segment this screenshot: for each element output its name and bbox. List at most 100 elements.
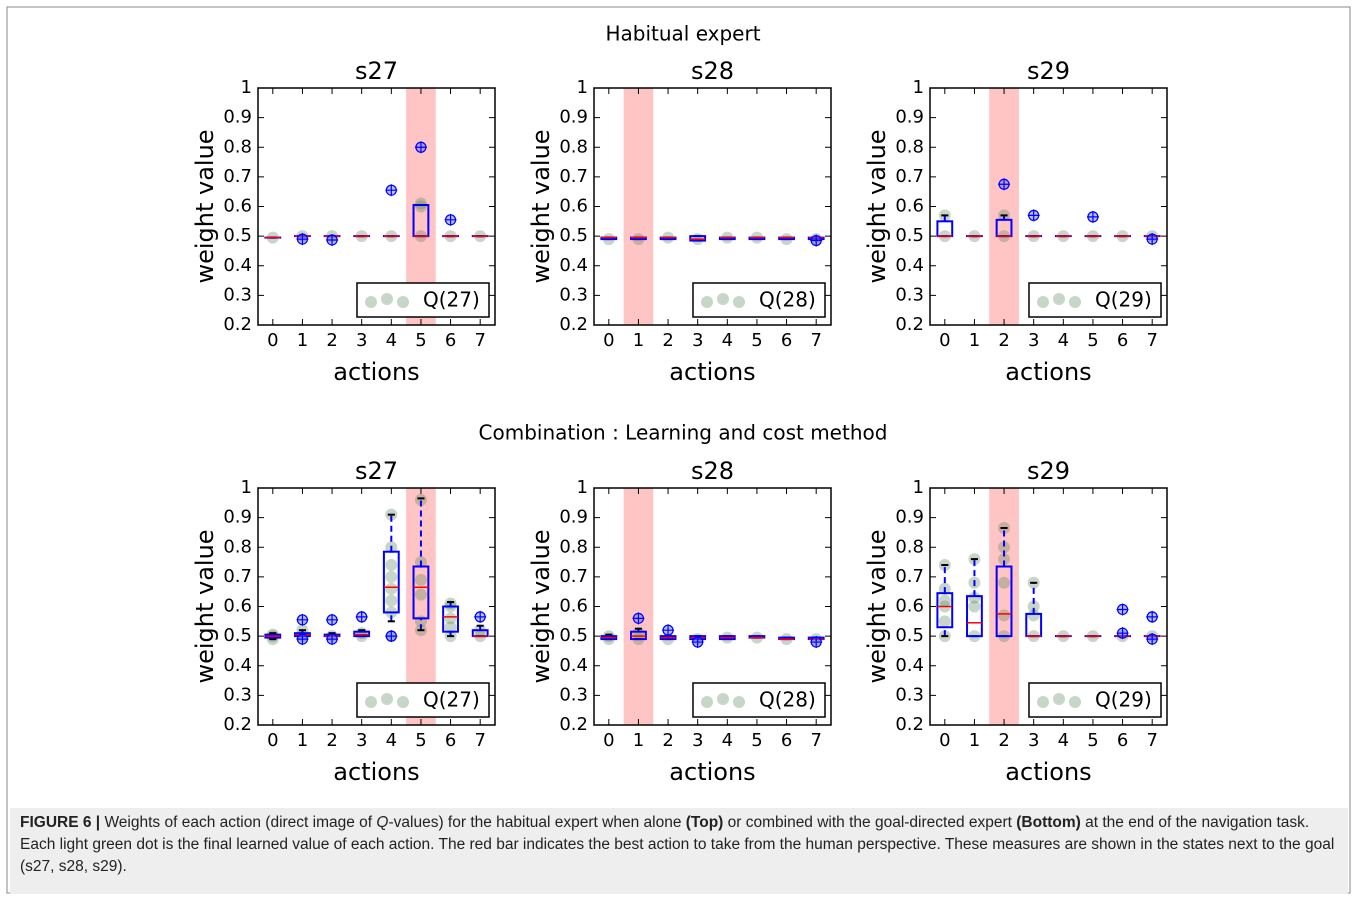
x-tick-label: 3 (692, 730, 703, 751)
y-tick-label: 0.6 (895, 196, 924, 217)
caption-text: FIGURE 6 | (20, 814, 101, 831)
x-tick-label: 0 (267, 330, 278, 351)
legend-box (1028, 682, 1162, 718)
data-point (968, 600, 981, 613)
data-point (1027, 600, 1040, 613)
y-tick-label: 0.7 (559, 166, 588, 187)
row-title: Habitual expert (605, 22, 760, 46)
y-tick-label: 0.3 (223, 284, 252, 305)
flier (326, 233, 339, 246)
flier (355, 610, 368, 623)
y-tick-label: 1 (913, 77, 924, 98)
y-tick-label: 0.2 (895, 714, 924, 735)
x-tick-label: 3 (356, 330, 367, 351)
data-point (385, 582, 398, 595)
y-axis-label: weight value (863, 129, 891, 283)
y-tick-label: 0.3 (895, 284, 924, 305)
y-tick-label: 0.4 (223, 255, 252, 276)
data-point (998, 541, 1011, 554)
y-tick-label: 0.8 (559, 536, 588, 557)
y-tick-label: 0.4 (559, 655, 588, 676)
x-tick-label: 4 (722, 330, 733, 351)
x-tick-label: 1 (969, 330, 980, 351)
legend-label: Q(28) (759, 288, 816, 312)
y-tick-label: 0.3 (223, 684, 252, 705)
data-point (385, 559, 398, 572)
chart-title: s27 (355, 57, 398, 85)
x-tick-label: 6 (445, 330, 456, 351)
y-tick-label: 0.5 (559, 225, 588, 246)
x-tick-label: 4 (386, 730, 397, 751)
data-point (385, 570, 398, 583)
flier (326, 633, 339, 646)
x-axis-label: actions (333, 358, 419, 386)
y-tick-label: 0.2 (559, 314, 588, 335)
x-tick-label: 6 (1117, 330, 1128, 351)
y-axis-label: weight value (527, 129, 555, 283)
data-point (1027, 609, 1040, 622)
box (382, 550, 400, 614)
legend-box (356, 282, 490, 318)
x-tick-label: 6 (1117, 730, 1128, 751)
x-tick-label: 2 (998, 730, 1009, 751)
x-tick-label: 5 (1087, 730, 1098, 751)
caption-text: (Bottom) (1016, 814, 1081, 831)
x-tick-label: 5 (751, 730, 762, 751)
flier (474, 610, 487, 623)
data-point (444, 621, 457, 634)
data-point (414, 493, 427, 506)
chart-title: s28 (691, 57, 734, 85)
y-tick-label: 0.5 (223, 225, 252, 246)
legend-marker (1053, 693, 1065, 705)
legend-marker (733, 296, 745, 308)
y-tick-label: 0.6 (559, 196, 588, 217)
caption-text: -values) for the habitual expert when al… (388, 814, 686, 831)
axes-frame (257, 87, 496, 326)
x-tick-label: 7 (810, 330, 821, 351)
data-point (414, 588, 427, 601)
y-tick-label: 1 (241, 77, 252, 98)
legend-label: Q(28) (759, 688, 816, 712)
x-tick-label: 2 (662, 730, 673, 751)
flier (296, 233, 309, 246)
x-tick-label: 6 (781, 730, 792, 751)
flier (326, 613, 339, 626)
data-point (355, 627, 368, 640)
x-tick-label: 1 (633, 330, 644, 351)
y-tick-label: 0.4 (559, 255, 588, 276)
y-axis-label: weight value (527, 529, 555, 683)
x-tick-label: 3 (1028, 730, 1039, 751)
y-tick-label: 0.2 (559, 714, 588, 735)
x-tick-label: 2 (662, 330, 673, 351)
caption: FIGURE 6 | Weights of each action (direc… (10, 808, 1348, 894)
y-tick-label: 0.9 (895, 107, 924, 128)
legend-marker (1069, 296, 1081, 308)
data-point (968, 591, 981, 604)
legend-marker (717, 293, 729, 305)
caption-text: at the end of the navigation task. Each … (20, 814, 1335, 875)
highlight-band (989, 88, 1019, 325)
legend-box (1028, 282, 1162, 318)
flier (1027, 209, 1040, 222)
y-tick-label: 0.3 (559, 284, 588, 305)
chart-title: s28 (691, 457, 734, 485)
y-tick-label: 0.8 (223, 136, 252, 157)
flier (810, 234, 823, 247)
legend-marker (397, 696, 409, 708)
legend-marker (381, 693, 393, 705)
flier (1146, 610, 1159, 623)
x-axis-label: actions (669, 358, 755, 386)
legend-marker (1053, 293, 1065, 305)
y-tick-label: 0.6 (223, 596, 252, 617)
caption-text: (Top) (685, 814, 724, 831)
x-tick-label: 4 (722, 730, 733, 751)
legend-box (692, 682, 826, 718)
y-tick-label: 0.5 (895, 625, 924, 646)
x-tick-label: 0 (603, 330, 614, 351)
flier (414, 141, 427, 154)
axes-frame (929, 487, 1168, 726)
y-tick-label: 0.5 (895, 225, 924, 246)
y-tick-label: 0.7 (895, 566, 924, 587)
row-title: Combination : Learning and cost method (479, 421, 888, 445)
